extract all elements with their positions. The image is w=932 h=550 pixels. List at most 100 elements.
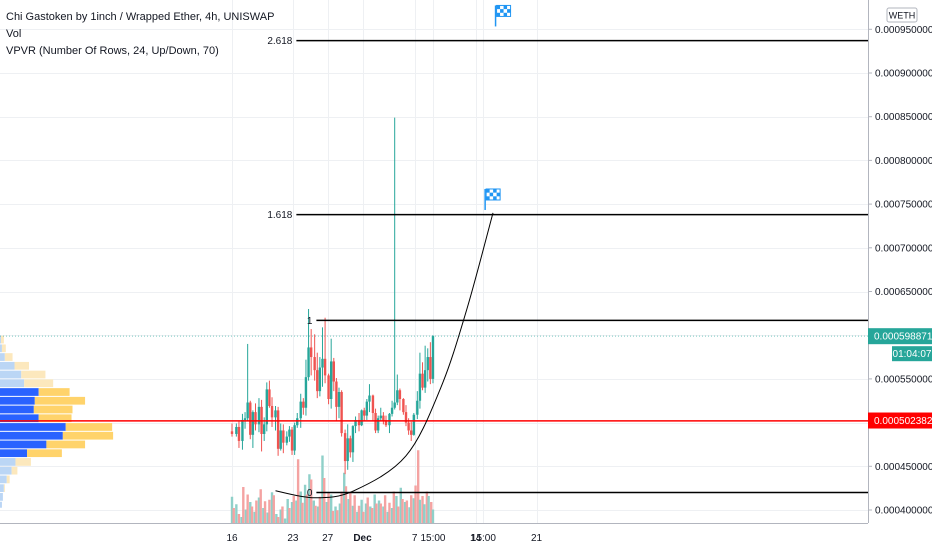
candle-body bbox=[384, 420, 388, 426]
volume-bar-up bbox=[270, 492, 274, 523]
volume-bar-up bbox=[283, 518, 287, 523]
vpvr-bar-down bbox=[6, 475, 10, 484]
candle-up bbox=[318, 357, 322, 397]
candle-up bbox=[360, 409, 363, 427]
volume-bar-down bbox=[425, 491, 429, 523]
candle-up bbox=[426, 348, 429, 382]
candle-up bbox=[288, 426, 291, 442]
volume-profile bbox=[0, 335, 114, 508]
price-axis: 0.00040000000.00045000000.00050000000.00… bbox=[868, 0, 932, 550]
volume-bar-down bbox=[340, 491, 343, 523]
volume-bar-up bbox=[290, 502, 294, 523]
volume-bar-down bbox=[232, 508, 235, 523]
fib-level-label: 1 bbox=[307, 316, 313, 327]
volume-bar-down bbox=[250, 506, 254, 523]
candle-body bbox=[243, 418, 247, 420]
flag-check bbox=[486, 188, 490, 193]
vpvr-bar-down bbox=[4, 353, 13, 361]
volume-bar-down bbox=[305, 494, 309, 523]
candle-down bbox=[254, 403, 257, 431]
candle-down bbox=[421, 362, 424, 391]
candle-up bbox=[368, 384, 371, 413]
candle-up bbox=[418, 352, 422, 409]
volume-bar-down bbox=[375, 503, 378, 523]
volume-bar-up bbox=[377, 500, 381, 523]
candle-body bbox=[230, 431, 234, 434]
candle-body bbox=[299, 401, 302, 419]
candle-down bbox=[357, 412, 361, 432]
vpvr-bar-down bbox=[38, 414, 72, 423]
candle-up bbox=[299, 393, 302, 428]
volume-bar-down bbox=[255, 500, 258, 523]
candle-body bbox=[354, 419, 357, 427]
volume-bar-up bbox=[244, 509, 248, 523]
candle-body bbox=[268, 389, 271, 406]
candle-body bbox=[246, 402, 249, 419]
vpvr-bar-up bbox=[0, 484, 4, 493]
volume-bar-up bbox=[249, 502, 252, 523]
vpvr-bar-down bbox=[15, 458, 31, 466]
fib-level: 0 bbox=[307, 488, 868, 499]
volume-bar-up bbox=[235, 504, 238, 523]
candle-down bbox=[268, 380, 271, 408]
candle-up bbox=[293, 422, 296, 455]
candle-up bbox=[390, 400, 394, 417]
volume-bar-up bbox=[257, 497, 261, 523]
candle-up bbox=[393, 117, 396, 410]
candle-body bbox=[329, 361, 333, 400]
volume-bar-down bbox=[246, 494, 249, 523]
candle-down bbox=[335, 378, 338, 421]
currency-badge-label[interactable]: WETH bbox=[889, 11, 916, 21]
candle-up bbox=[431, 335, 435, 384]
vpvr-bar-up bbox=[0, 388, 39, 396]
candle-body bbox=[276, 410, 280, 449]
volume-bar-down bbox=[370, 508, 374, 523]
candle-body bbox=[327, 375, 330, 400]
candle-up bbox=[307, 308, 310, 381]
fib-level-label: 1.618 bbox=[267, 210, 292, 221]
candle-body bbox=[346, 438, 349, 462]
candle-up bbox=[235, 423, 238, 437]
vpvr-bar-down bbox=[11, 466, 18, 475]
volume-bar-down bbox=[396, 506, 400, 523]
flag-check bbox=[489, 192, 494, 197]
candle-down bbox=[282, 424, 285, 454]
candle-down bbox=[237, 420, 241, 448]
candle-body bbox=[262, 424, 266, 434]
candle-down bbox=[316, 352, 319, 399]
volume-bar-up bbox=[418, 499, 422, 523]
volume-bar-up bbox=[364, 503, 368, 523]
candle-down bbox=[402, 398, 405, 415]
price-tag-label: 0.0005988712 bbox=[874, 332, 932, 343]
volume-bar-down bbox=[366, 497, 369, 523]
candle-body bbox=[237, 426, 241, 441]
vpvr-bar-down bbox=[65, 423, 113, 431]
candle-down bbox=[371, 394, 375, 421]
candle-up bbox=[304, 359, 308, 416]
volume-bar-down bbox=[414, 485, 417, 523]
vpvr-bar-up bbox=[0, 344, 2, 353]
candle-body bbox=[337, 392, 341, 407]
candle-up bbox=[279, 423, 282, 451]
vpvr-bar-up bbox=[0, 361, 15, 370]
volume-bar-up bbox=[240, 517, 243, 523]
volume-bar-up bbox=[386, 511, 389, 523]
volume-bar-up bbox=[369, 506, 372, 523]
candle-up bbox=[365, 399, 369, 420]
volume-bar-up bbox=[279, 509, 282, 523]
candle-body bbox=[404, 412, 408, 423]
candle-body bbox=[321, 358, 324, 368]
candle-body bbox=[318, 367, 322, 392]
volume-bar-down bbox=[336, 510, 339, 523]
candle-down bbox=[404, 405, 408, 427]
vpvr-bar-up bbox=[0, 458, 16, 466]
candle-up bbox=[265, 382, 268, 432]
candle-up bbox=[351, 425, 355, 462]
candle-up bbox=[416, 391, 419, 420]
candle-body bbox=[410, 430, 413, 435]
